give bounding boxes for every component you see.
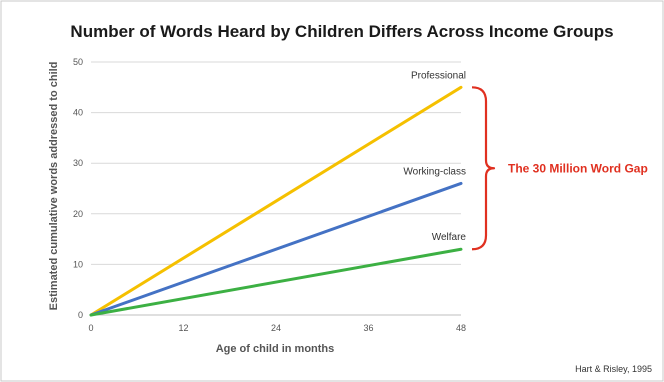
series-line-working-class: [89, 181, 463, 317]
tick-labels: 0 10 20 30 40 50 0 12 24 36 48: [73, 57, 466, 333]
series-lines: [89, 85, 463, 317]
series-line-welfare: [89, 247, 463, 317]
y-axis-title: Estimated cumulative words addressed to …: [48, 62, 60, 311]
x-tick-label-24: 24: [271, 323, 281, 333]
x-tick-label-48: 48: [456, 323, 466, 333]
y-tick-label-50: 50: [73, 57, 83, 67]
series-label-working-class: Working-class: [403, 166, 466, 177]
y-tick-label-0: 0: [78, 310, 83, 320]
series-line-professional: [89, 85, 463, 317]
x-tick-label-0: 0: [88, 323, 93, 333]
y-tick-label-30: 30: [73, 158, 83, 168]
chart-title: Number of Words Heard by Children Differ…: [70, 22, 613, 41]
brace-shape: [471, 86, 496, 251]
x-tick-label-12: 12: [178, 323, 188, 333]
series-label-professional: Professional: [411, 70, 466, 81]
gridlines: [91, 61, 461, 265]
y-tick-label-20: 20: [73, 209, 83, 219]
series-label-welfare: Welfare: [432, 232, 467, 243]
x-tick-label-36: 36: [363, 323, 373, 333]
series-labels: Professional Working-class Welfare: [403, 70, 466, 243]
x-axis-title: Age of child in months: [216, 343, 335, 355]
y-tick-label-40: 40: [73, 108, 83, 118]
gap-label: The 30 Million Word Gap: [508, 161, 648, 175]
y-tick-label-10: 10: [73, 259, 83, 269]
gap-annotation: The 30 Million Word Gap: [471, 86, 648, 251]
source-note: Hart & Risley, 1995: [575, 364, 652, 374]
